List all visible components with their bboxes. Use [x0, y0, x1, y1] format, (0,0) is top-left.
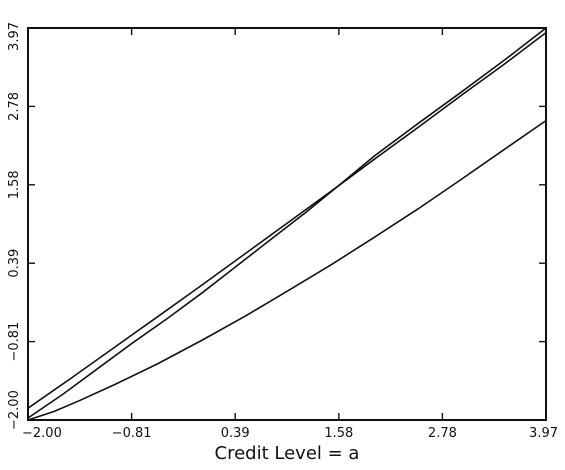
x-tick-label: 2.78	[428, 426, 457, 441]
series-layer	[27, 27, 547, 421]
x-axis: −2.00 −0.81 0.39 1.58 2.78 3.97	[22, 28, 558, 441]
x-axis-title: Credit Level = a	[215, 443, 360, 464]
y-tick-label: 1.58	[7, 170, 22, 199]
x-tick-label: −2.00	[22, 426, 62, 441]
y-axis: −2.00 −0.81 0.39 1.58 2.78 3.97	[7, 22, 546, 430]
plot-area	[27, 27, 547, 421]
series-line-1	[27, 31, 547, 409]
y-tick-label: 0.39	[7, 249, 22, 278]
series-line-3	[27, 119, 547, 421]
y-tick-label: 2.78	[7, 92, 22, 121]
x-tick-label: 0.39	[221, 426, 250, 441]
y-tick-label: −2.00	[7, 390, 22, 430]
y-tick-label: −0.81	[7, 322, 22, 362]
x-tick-label: −0.81	[112, 426, 152, 441]
x-tick-label: 3.97	[529, 426, 558, 441]
plot-frame	[27, 27, 547, 421]
series-line-2	[27, 27, 547, 419]
x-tick-label: 1.58	[324, 426, 353, 441]
y-tick-label: 3.97	[7, 22, 22, 51]
